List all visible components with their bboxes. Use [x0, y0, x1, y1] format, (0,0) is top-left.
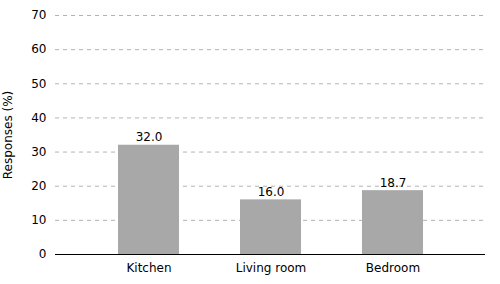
svg-text:40: 40 [31, 111, 46, 125]
svg-text:30: 30 [31, 145, 46, 159]
svg-text:Kitchen: Kitchen [126, 261, 171, 275]
svg-text:Bedroom: Bedroom [366, 261, 420, 275]
svg-text:18.7: 18.7 [380, 176, 407, 190]
svg-text:Living room: Living room [236, 261, 307, 275]
svg-text:10: 10 [31, 213, 46, 227]
svg-text:32.0: 32.0 [136, 130, 163, 144]
svg-text:Responses (%): Responses (%) [1, 91, 15, 179]
svg-text:60: 60 [31, 42, 46, 56]
svg-text:0: 0 [39, 247, 47, 261]
svg-text:16.0: 16.0 [258, 185, 285, 199]
svg-text:70: 70 [31, 8, 46, 22]
svg-text:20: 20 [31, 179, 46, 193]
svg-text:50: 50 [31, 77, 46, 91]
